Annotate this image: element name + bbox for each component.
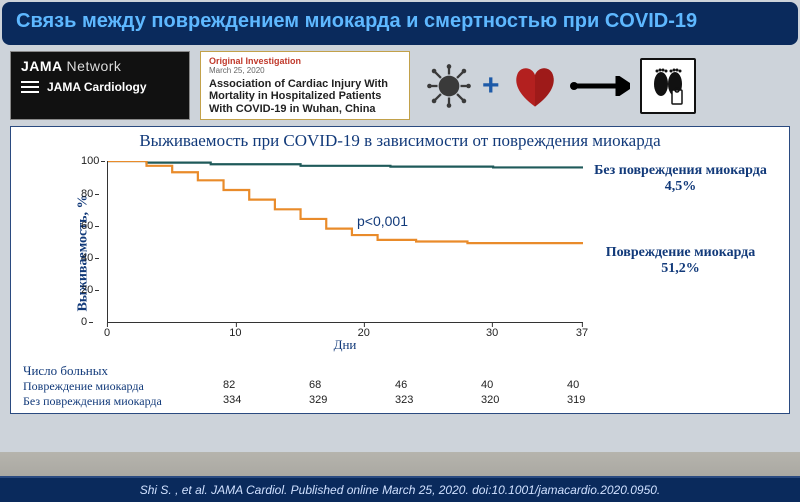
risk-cell: 68 — [309, 379, 395, 394]
p-value: p<0,001 — [357, 213, 408, 229]
chart-title: Выживаемость при COVID-19 в зависимости … — [17, 131, 783, 151]
risk-cell: 40 — [481, 379, 567, 394]
y-tick: 40 — [81, 252, 93, 264]
label-no-injury: Без повреждения миокарда 4,5% — [588, 163, 773, 194]
survival-curves — [108, 161, 583, 322]
y-tick: 100 — [81, 155, 99, 167]
jama-badge: JAMA Network JAMA Cardiology — [10, 51, 190, 120]
risk-cell: 82 — [223, 379, 309, 394]
x-axis-label: Дни — [334, 337, 357, 353]
heart-icon — [510, 63, 560, 109]
y-tick: 60 — [81, 220, 93, 232]
risk-row-label: Без повреждения миокарда — [23, 394, 223, 409]
risk-cell: 329 — [309, 394, 395, 409]
label-injury: Повреждение миокарда 51,2% — [588, 245, 773, 276]
risk-header: Число больных — [23, 363, 783, 379]
arrow-icon — [570, 76, 630, 96]
y-tick: 20 — [81, 284, 93, 296]
icon-strip: + — [420, 51, 702, 120]
paper-citation-box: Original Investigation March 25, 2020 As… — [200, 51, 410, 120]
risk-cell: 46 — [395, 379, 481, 394]
x-tick: 10 — [229, 327, 241, 339]
paper-title: Association of Cardiac Injury With Morta… — [209, 78, 401, 116]
y-tick: 80 — [81, 188, 93, 200]
x-tick: 37 — [576, 327, 588, 339]
risk-cell: 40 — [567, 379, 653, 394]
risk-cell: 323 — [395, 394, 481, 409]
risk-table: Число больных Повреждение миокарда826846… — [23, 363, 783, 409]
jama-sub: JAMA Cardiology — [47, 80, 147, 94]
chart-panel: Выживаемость при COVID-19 в зависимости … — [10, 126, 790, 414]
virus-icon — [426, 63, 472, 109]
chart-area: Выживаемость, % Дни Без повреждения миок… — [77, 153, 773, 353]
x-tick: 0 — [104, 327, 110, 339]
risk-cell: 334 — [223, 394, 309, 409]
y-tick: 0 — [81, 316, 87, 328]
plot-region — [107, 161, 583, 323]
background-strip — [0, 452, 800, 476]
header-row: JAMA Network JAMA Cardiology Original In… — [0, 45, 800, 126]
risk-row: Без повреждения миокарда334329323320319 — [23, 394, 783, 409]
risk-row-label: Повреждение миокарда — [23, 379, 223, 394]
citation-footer: Shi S. , et al. JAMA Cardiol. Published … — [0, 476, 800, 502]
slide-title: Связь между повреждением миокарда и смер… — [2, 2, 798, 45]
paper-tag: Original Investigation — [209, 56, 401, 66]
paper-date: March 25, 2020 — [209, 66, 401, 75]
x-tick: 20 — [358, 327, 370, 339]
risk-row: Повреждение миокарда8268464040 — [23, 379, 783, 394]
mortality-icon — [640, 58, 696, 114]
risk-cell: 320 — [481, 394, 567, 409]
plus-icon: + — [482, 69, 500, 103]
jama-brand: JAMA — [21, 58, 62, 74]
jama-network: Network — [67, 58, 122, 74]
risk-cell: 319 — [567, 394, 653, 409]
x-tick: 30 — [486, 327, 498, 339]
menu-icon — [21, 81, 39, 93]
